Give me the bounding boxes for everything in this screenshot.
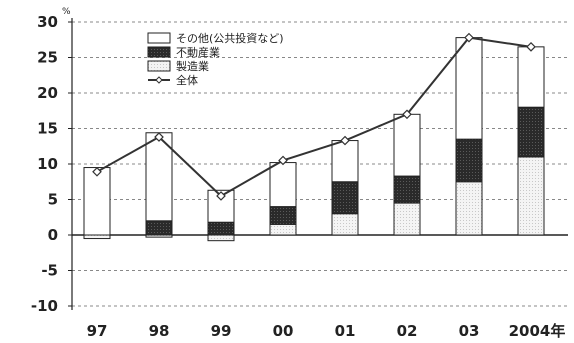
legend-swatch [147, 46, 171, 58]
bar-segment [331, 181, 359, 215]
legend-label: 不動産業 [176, 45, 220, 59]
y-tick-label: 10 [37, 155, 58, 173]
y-tick-label: 15 [37, 120, 58, 138]
bar-segment [455, 138, 483, 183]
bar-segment [455, 37, 483, 140]
legend-label: 全体 [176, 73, 198, 87]
y-tick-label: 5 [48, 191, 58, 209]
legend-swatch [147, 32, 171, 44]
bar-segment [207, 221, 235, 236]
total-line-marker [526, 42, 536, 52]
bars [83, 37, 545, 242]
bar-segment [145, 220, 173, 236]
legend-label: 製造業 [176, 59, 209, 73]
total-line-marker [92, 166, 102, 177]
tick-labels: -10 -5 0 5 10 15 20 25 30% 97 98 99 00 01 02 03 2004年 [31, 7, 565, 340]
y-tick-label: 25 [37, 49, 58, 67]
total-line-marker [464, 32, 474, 43]
total-line-marker [278, 155, 288, 166]
x-tick-label: 03 [459, 322, 480, 340]
bar-segment [517, 156, 545, 236]
bar-segment [83, 167, 111, 236]
bar-segment [517, 46, 545, 108]
x-tick-label: 97 [87, 322, 108, 340]
x-tick-label: 01 [335, 322, 356, 340]
bar-segment [207, 234, 235, 242]
bar-segment [393, 175, 421, 204]
total-line-marker [154, 132, 164, 142]
x-tick-label: 99 [211, 322, 232, 340]
total-line-marker [340, 135, 350, 146]
total-line-marker [216, 191, 226, 201]
total-line [92, 32, 536, 201]
bar-segment [269, 206, 297, 225]
y-tick-label: -5 [41, 262, 58, 280]
legend-label: その他(公共投資など) [176, 31, 284, 45]
legend-marker [155, 76, 163, 84]
total-line-path [96, 36, 532, 198]
bar-segment [83, 234, 111, 240]
x-tick-label: 02 [397, 322, 418, 340]
bar-segment [269, 162, 297, 208]
bar-segment [393, 202, 421, 236]
x-tick-label: 2004年 [509, 322, 566, 340]
y-tick-label: 20 [37, 84, 58, 102]
bar-segment [331, 213, 359, 236]
y-unit-label: % [62, 7, 71, 17]
bar-segment [331, 140, 359, 183]
bar-segment [269, 223, 297, 236]
legend-swatch [147, 60, 171, 72]
bar-segment [455, 181, 483, 236]
total-line-marker [402, 109, 412, 120]
y-tick-label: 30 [37, 13, 58, 31]
y-tick-label: -10 [31, 297, 58, 315]
grid [72, 21, 568, 307]
x-tick-label: 98 [149, 322, 170, 340]
bar-segment [393, 113, 421, 177]
x-tick-label: 00 [273, 322, 294, 340]
bar-segment [145, 132, 173, 222]
y-tick-label: 0 [48, 226, 58, 244]
bar-segment [517, 106, 545, 158]
